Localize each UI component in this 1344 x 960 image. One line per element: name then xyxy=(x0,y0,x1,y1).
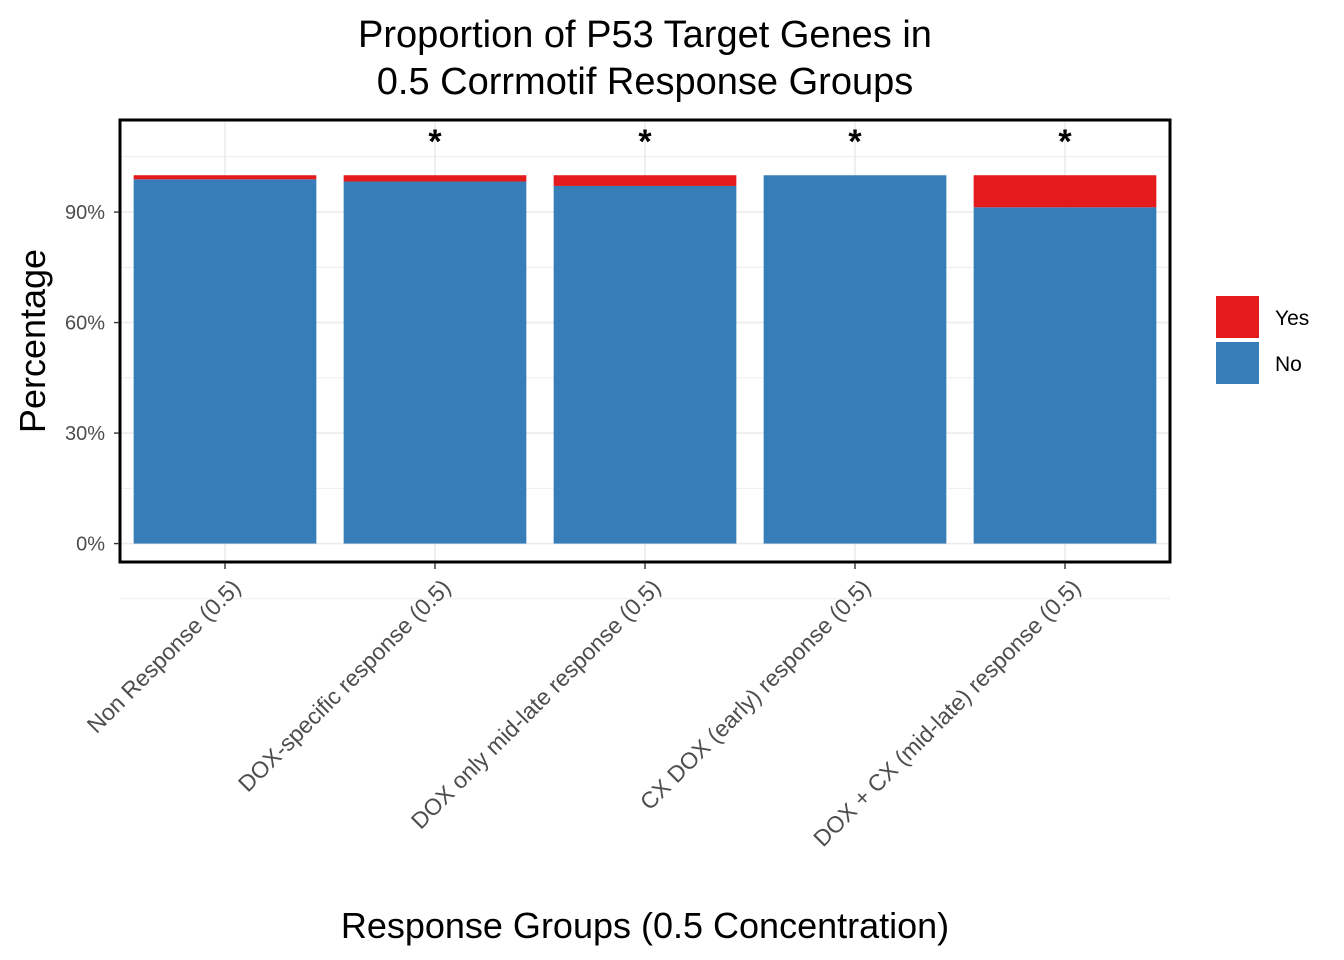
x-tick-label: CX DOX (early) response (0.5) xyxy=(635,574,876,815)
x-axis-ticks: Non Response (0.5)DOX-specific response … xyxy=(82,563,1086,851)
x-tick-label: DOX only mid-late response (0.5) xyxy=(406,574,666,834)
bar-yes-4 xyxy=(973,175,1157,208)
y-tick-label: 0% xyxy=(76,534,105,556)
y-tick-label: 90% xyxy=(65,202,105,224)
y-tick-label: 30% xyxy=(65,423,105,445)
legend-swatch-no xyxy=(1216,342,1259,384)
legend-label-yes: Yes xyxy=(1275,307,1309,330)
legend: Yes No xyxy=(1216,296,1309,384)
bar-no-2 xyxy=(553,185,737,544)
chart-title-line-2: 0.5 Corrmotif Response Groups xyxy=(377,61,913,103)
bar-yes-1 xyxy=(343,175,527,182)
significance-mark-1: * xyxy=(428,123,442,161)
significance-mark-4: * xyxy=(1058,123,1072,161)
plot-border xyxy=(118,118,1172,564)
legend-label-no: No xyxy=(1275,353,1302,376)
significance-mark-2: * xyxy=(638,123,652,161)
x-axis-title: Response Groups (0.5 Concentration) xyxy=(341,905,949,946)
bar-yes-2 xyxy=(553,175,737,186)
bars xyxy=(133,175,1157,544)
chart-title-line-1: Proportion of P53 Target Genes in xyxy=(358,14,932,56)
y-tick-label: 60% xyxy=(65,313,105,335)
bar-no-4 xyxy=(973,207,1157,544)
x-tick-label: DOX-specific response (0.5) xyxy=(233,574,456,797)
bar-yes-0 xyxy=(133,175,317,180)
y-axis-ticks: 0% 30% 60% 90% xyxy=(65,202,119,556)
bar-no-0 xyxy=(133,179,317,544)
bar-no-1 xyxy=(343,181,527,544)
significance-marks: * * * * xyxy=(428,123,1072,161)
significance-mark-3: * xyxy=(848,123,862,161)
bar-no-3 xyxy=(763,175,947,544)
y-axis-title: Percentage xyxy=(12,249,53,433)
legend-swatch-yes xyxy=(1216,296,1259,338)
